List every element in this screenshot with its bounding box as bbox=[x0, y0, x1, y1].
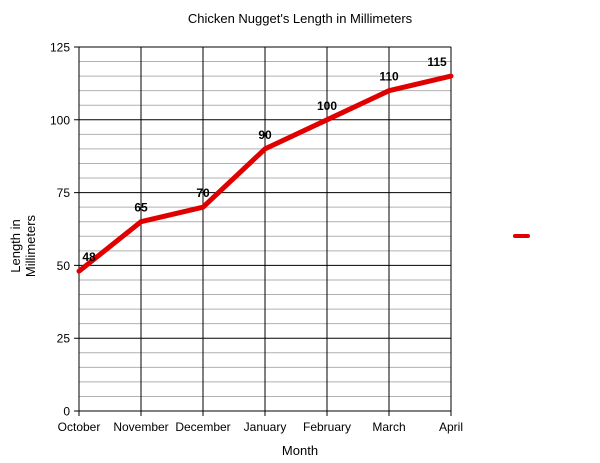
y-axis-label-line-2: Millimeters bbox=[23, 214, 38, 277]
data-series-line bbox=[76, 73, 454, 274]
data-label: 90 bbox=[258, 128, 272, 142]
y-tick-label: 50 bbox=[57, 259, 71, 273]
data-labels: 48 65 70 90 100 110 115 bbox=[82, 55, 447, 264]
y-tick-label: 125 bbox=[50, 41, 70, 55]
major-gridlines bbox=[74, 46, 451, 412]
y-tick-label: 25 bbox=[57, 332, 71, 346]
x-tick-label: April bbox=[439, 420, 463, 434]
x-tick-label: February bbox=[303, 420, 351, 434]
data-label: 100 bbox=[317, 99, 337, 113]
x-tick-label: March bbox=[372, 420, 405, 434]
y-axis-label: Length in Millimeters bbox=[8, 214, 38, 277]
data-label: 48 bbox=[82, 250, 96, 264]
y-tick-label: 100 bbox=[50, 113, 70, 127]
y-tick-label: 0 bbox=[63, 405, 70, 419]
y-axis-ticks: 0 25 50 75 100 125 bbox=[50, 41, 70, 419]
x-tick-label: January bbox=[244, 420, 287, 434]
data-label: 110 bbox=[379, 70, 399, 84]
data-label: 115 bbox=[427, 55, 447, 69]
x-tick-label: November bbox=[113, 420, 168, 434]
x-tick-label: October bbox=[58, 420, 101, 434]
chart-title: Chicken Nugget's Length in Millimeters bbox=[188, 11, 413, 26]
data-label: 70 bbox=[196, 186, 210, 200]
series-line bbox=[76, 73, 454, 274]
y-axis-label-line-1: Length in bbox=[8, 219, 23, 273]
x-axis-label: Month bbox=[282, 443, 318, 458]
x-axis-ticks: October November December January February Ma… bbox=[58, 420, 463, 434]
x-tick-label: December bbox=[175, 420, 230, 434]
data-label: 65 bbox=[134, 201, 148, 215]
y-tick-label: 75 bbox=[57, 186, 71, 200]
vertical-gridlines bbox=[78, 47, 452, 416]
